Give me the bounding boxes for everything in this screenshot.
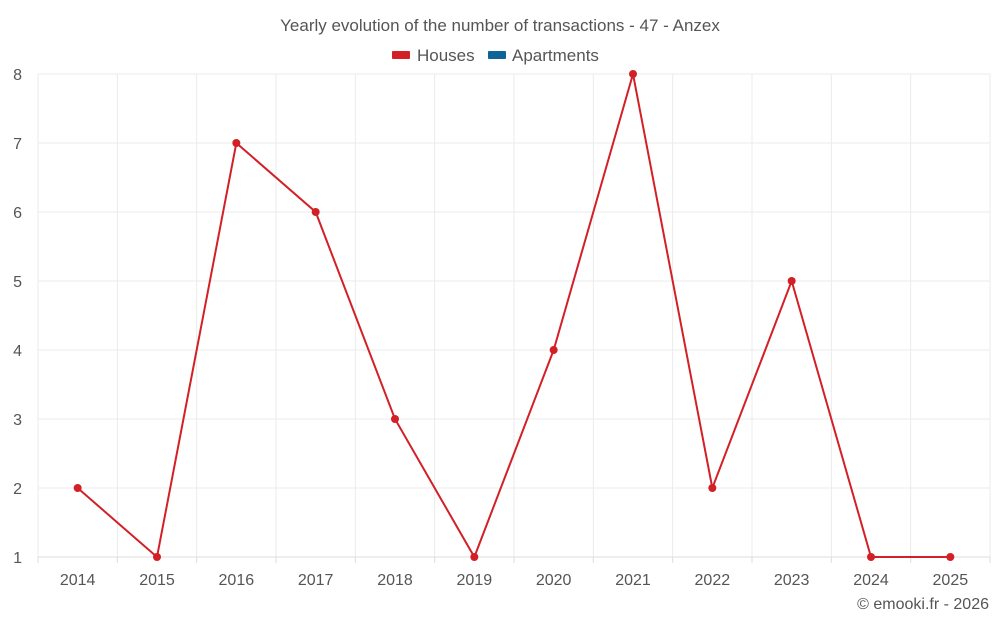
chart-title: Yearly evolution of the number of transa… bbox=[280, 16, 720, 35]
legend: Houses Apartments bbox=[392, 46, 599, 65]
x-tick-label: 2020 bbox=[536, 572, 572, 589]
data-point-houses[interactable] bbox=[787, 277, 796, 285]
y-tick-label: 4 bbox=[13, 343, 22, 360]
data-point-houses[interactable] bbox=[153, 553, 161, 561]
y-tick-label: 2 bbox=[13, 481, 22, 498]
x-tick-label: 2025 bbox=[933, 572, 969, 589]
legend-item-apartments[interactable]: Apartments bbox=[488, 46, 599, 65]
legend-swatch-apartments bbox=[488, 51, 506, 59]
x-tick-label: 2014 bbox=[60, 572, 96, 589]
series-line-houses bbox=[77, 73, 951, 560]
credit-text: © emooki.fr - 2026 bbox=[857, 596, 989, 613]
axes: 1 2 3 4 5 6 7 8 2014 2015 2016 2017 2018 2019 2020 2021… bbox=[13, 67, 991, 589]
data-point-houses[interactable] bbox=[73, 484, 82, 492]
x-tick-label: 2015 bbox=[139, 572, 175, 589]
y-tick-label: 8 bbox=[13, 67, 22, 84]
y-tick-label: 7 bbox=[13, 136, 22, 153]
x-tick-label: 2024 bbox=[853, 572, 889, 589]
y-tick-label: 3 bbox=[13, 412, 22, 429]
legend-label-apartments: Apartments bbox=[512, 46, 599, 65]
grid bbox=[37, 73, 991, 557]
y-tick-label: 6 bbox=[13, 205, 22, 222]
legend-item-houses[interactable]: Houses bbox=[392, 46, 475, 65]
data-point-houses[interactable] bbox=[946, 553, 955, 561]
data-point-houses[interactable] bbox=[232, 139, 241, 147]
data-point-houses[interactable] bbox=[391, 415, 399, 423]
data-point-houses[interactable] bbox=[549, 346, 558, 354]
x-tick-label: 2019 bbox=[457, 572, 493, 589]
x-tick-label: 2022 bbox=[695, 572, 731, 589]
data-point-houses[interactable] bbox=[470, 553, 479, 561]
data-point-houses[interactable] bbox=[629, 70, 637, 78]
y-tick-label: 5 bbox=[13, 274, 22, 291]
series-layer bbox=[73, 70, 955, 561]
legend-swatch-houses bbox=[392, 51, 410, 59]
x-tick-label: 2018 bbox=[377, 572, 413, 589]
data-point-houses[interactable] bbox=[867, 553, 875, 561]
data-point-houses[interactable] bbox=[708, 484, 717, 492]
legend-label-houses: Houses bbox=[417, 46, 475, 65]
x-tick-label: 2023 bbox=[774, 572, 810, 589]
x-tick-label: 2017 bbox=[298, 572, 334, 589]
y-tick-label: 1 bbox=[13, 550, 22, 567]
x-tick-label: 2016 bbox=[219, 572, 255, 589]
x-tick-label: 2021 bbox=[615, 572, 651, 589]
data-point-houses[interactable] bbox=[311, 208, 320, 216]
